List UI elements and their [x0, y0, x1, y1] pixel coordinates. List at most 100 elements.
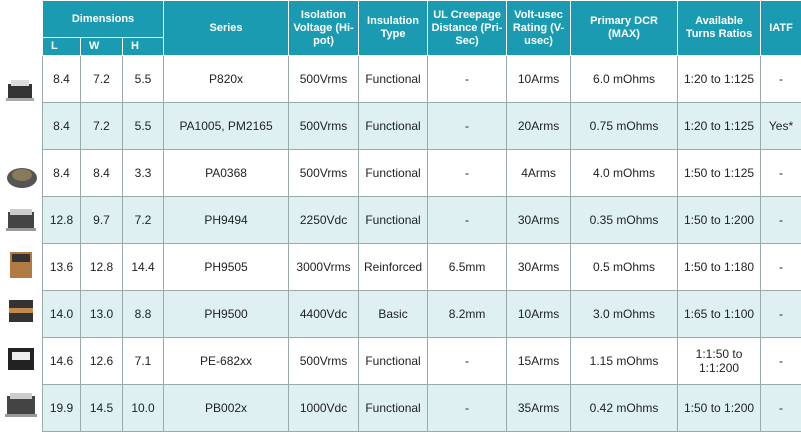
table-cell: 14.4: [121, 243, 165, 291]
header-cell: Series: [163, 0, 290, 56]
icon: [7, 168, 37, 188]
table-cell: Basic: [358, 290, 429, 338]
table-cell: PB002x: [163, 384, 290, 432]
table-cell: PA1005, PM2165: [163, 102, 290, 150]
header-cell: L: [42, 37, 81, 56]
table-cell: PH9494: [163, 196, 290, 244]
table-cell: 14.5: [80, 384, 123, 432]
table-cell: 7.2: [80, 55, 123, 103]
table-cell: -: [427, 196, 508, 244]
header-cell: Available Turns Ratios: [677, 0, 762, 56]
table-cell: 14.0: [42, 290, 81, 338]
icon: [5, 393, 37, 417]
table-cell: 0.35 mOhms: [570, 196, 679, 244]
table-cell: -: [427, 55, 508, 103]
table-row: 19.9 14.5 10.0 PB002x 1000Vdc Functional -35Ar…: [42, 384, 801, 432]
table-cell: -: [427, 384, 508, 432]
icon: [6, 80, 34, 101]
table-cell: -: [760, 290, 801, 338]
table-cell: Reinforced: [358, 243, 429, 291]
component-icons: [5, 80, 37, 417]
table-cell: -: [760, 337, 801, 385]
table-cell: 1:50 to 1:200: [677, 196, 762, 244]
table-cell: 19.9: [42, 384, 81, 432]
table-row: 14.0 13.0 8.8 PH9500 4400Vdc Basic 8.2mm 10Arms…: [42, 290, 801, 338]
table-cell: 1000Vdc: [288, 384, 360, 432]
table-cell: P820x: [163, 55, 290, 103]
table-cell: 500Vrms: [288, 149, 360, 197]
table-cell: 1:50 to 1:200: [677, 384, 762, 432]
table-cell: Yes*: [760, 102, 801, 150]
table-cell: 10Arms: [506, 55, 572, 103]
table-cell: 12.8: [80, 243, 123, 291]
table-cell: Functional: [358, 149, 429, 197]
table-cell: 13.6: [42, 243, 81, 291]
table-cell: -: [427, 337, 508, 385]
table-cell: -: [760, 196, 801, 244]
icon: [10, 252, 32, 278]
table-cell: 3.0 mOhms: [570, 290, 679, 338]
table-cell: 4400Vdc: [288, 290, 360, 338]
table-cell: -: [760, 149, 801, 197]
table-row: 8.4 7.2 5.5 P820x 500Vrms Functional -10Arms 6.…: [42, 55, 801, 103]
table-cell: 8.4: [80, 149, 123, 197]
table-cell: -: [760, 384, 801, 432]
table-cell: 14.6: [42, 337, 81, 385]
header-cell: Dimensions: [41, 0, 165, 38]
table-cell: PH9505: [163, 243, 290, 291]
table-cell: 500Vrms: [288, 102, 360, 150]
table-row: 8.4 8.4 3.3 PA0368 500Vrms Functional -4Arms 4.…: [42, 149, 801, 197]
table-cell: 500Vrms: [288, 55, 360, 103]
table-cell: 30Arms: [506, 196, 572, 244]
table-cell: 7.2: [80, 102, 123, 150]
table-row: 12.8 9.7 7.2 PH9494 2250Vdc Functional -30Arms…: [42, 196, 801, 244]
table-cell: Functional: [358, 196, 429, 244]
table-cell: 9.7: [80, 196, 123, 244]
table-cell: 15Arms: [506, 337, 572, 385]
table-cell: 7.1: [121, 337, 165, 385]
table-row: 14.6 12.6 7.1 PE-682xx 500Vrms Functional -15A…: [42, 337, 801, 385]
table-cell: -: [427, 102, 508, 150]
table-cell: 8.4: [42, 149, 81, 197]
table-cell: PE-682xx: [163, 337, 290, 385]
header-cell: W: [80, 37, 123, 56]
header-cell: Volt-usec Rating (V-usec): [506, 0, 572, 56]
table-cell: 35Arms: [506, 384, 572, 432]
product-table: Dimensions Series Isolation Voltage (Hi-po…: [41, 0, 801, 432]
table-cell: 8.4: [42, 102, 81, 150]
table-cell: 1:50 to 1:125: [677, 149, 762, 197]
table-cell: 1:20 to 1:125: [677, 55, 762, 103]
table-cell: 4Arms: [506, 149, 572, 197]
table-cell: 1.15 mOhms: [570, 337, 679, 385]
table-cell: 8.2mm: [427, 290, 508, 338]
table-cell: -: [427, 149, 508, 197]
header-cell: Insulation Type: [358, 0, 429, 56]
table-cell: 4.0 mOhms: [570, 149, 679, 197]
table-cell: 1:1:50 to 1:1:200: [677, 337, 762, 385]
table-cell: 12.8: [42, 196, 81, 244]
table-cell: 3.3: [121, 149, 165, 197]
header-row: Dimensions Series Isolation Voltage (Hi-po…: [41, 0, 801, 56]
table-cell: 2250Vdc: [288, 196, 360, 244]
table-cell: 7.2: [121, 196, 165, 244]
header-cell: Primary DCR (MAX): [570, 0, 679, 56]
table-cell: Functional: [358, 55, 429, 103]
icon: [9, 300, 33, 322]
header-cell: IATF: [760, 0, 801, 56]
header-cell: UL Creepage Distance (Pri-Sec): [427, 0, 508, 56]
table-cell: -: [760, 55, 801, 103]
table-cell: 6.5mm: [427, 243, 508, 291]
icon: [6, 209, 36, 231]
table-cell: 13.0: [80, 290, 123, 338]
table-cell: PH9500: [163, 290, 290, 338]
table-cell: 12.6: [80, 337, 123, 385]
table-cell: 10.0: [121, 384, 165, 432]
table-cell: 0.42 mOhms: [570, 384, 679, 432]
table-cell: 8.8: [121, 290, 165, 338]
table-cell: PA0368: [163, 149, 290, 197]
table-row: 13.6 12.8 14.4 PH9505 3000Vrms Reinforced 6.5m…: [42, 243, 801, 291]
table-cell: 500Vrms: [288, 337, 360, 385]
table-cell: 5.5: [121, 102, 165, 150]
header-cell: H: [121, 37, 165, 56]
